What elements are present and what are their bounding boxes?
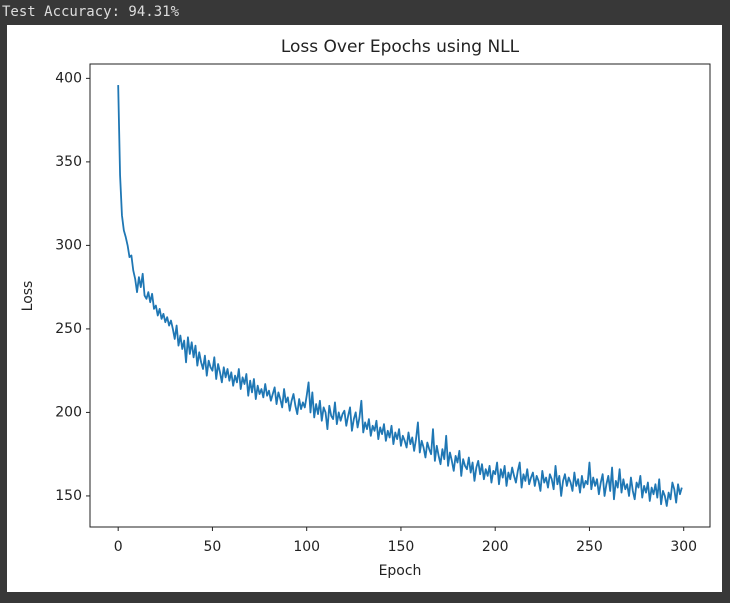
y-axis-label: Loss (20, 281, 36, 312)
x-tick-label: 300 (670, 539, 697, 555)
x-tick-label: 200 (482, 539, 509, 555)
y-tick-label: 300 (55, 237, 82, 253)
axes-frame (89, 63, 711, 528)
y-tick-label: 400 (55, 70, 82, 86)
x-tick-label: 150 (388, 539, 415, 555)
x-tick-label: 100 (293, 539, 320, 555)
x-axis-label: Epoch (379, 563, 422, 579)
x-tick-label: 50 (204, 539, 222, 555)
output-text: Test Accuracy: 94.31% (2, 4, 180, 20)
loss-line (117, 85, 683, 507)
y-tick-label: 200 (55, 404, 82, 420)
figure (7, 25, 722, 592)
chart-title: Loss Over Epochs using NLL (281, 37, 520, 57)
y-tick-label: 250 (55, 321, 82, 337)
x-tick-label: 0 (114, 539, 123, 555)
y-tick-label: 350 (55, 154, 82, 170)
y-tick-label: 150 (55, 488, 82, 504)
x-tick-label: 250 (576, 539, 603, 555)
